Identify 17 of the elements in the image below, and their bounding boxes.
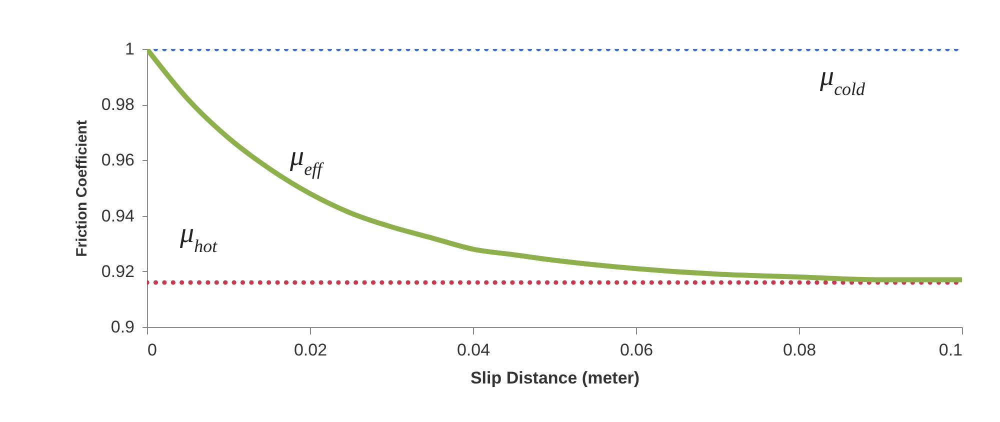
- y-tick-label: 0.94: [101, 206, 134, 226]
- x-tick-label: 0.1: [938, 340, 962, 360]
- x-axis-title: Slip Distance (meter): [470, 368, 640, 388]
- y-tick-label: 0.96: [101, 150, 134, 170]
- y-tick-label: 0.98: [101, 95, 134, 114]
- series-label: μ$_{eff}$: [289, 141, 326, 179]
- x-tick-label: 0.08: [782, 340, 816, 360]
- y-tick-label: 0.9: [110, 318, 134, 336]
- series-label: μ$_{cold}$: [819, 61, 866, 99]
- series-label: μ$_{hot}$: [179, 218, 218, 256]
- x-tick-label: 0.04: [456, 340, 490, 360]
- x-tick-label: 0: [148, 340, 157, 360]
- y-tick-label: 1: [125, 40, 134, 58]
- y-tick-label: 0.92: [101, 262, 134, 281]
- x-tick-label: 0.06: [620, 340, 654, 360]
- y-axis-title: Friction Coefficient: [73, 120, 90, 257]
- x-tick-label: 0.02: [294, 340, 328, 360]
